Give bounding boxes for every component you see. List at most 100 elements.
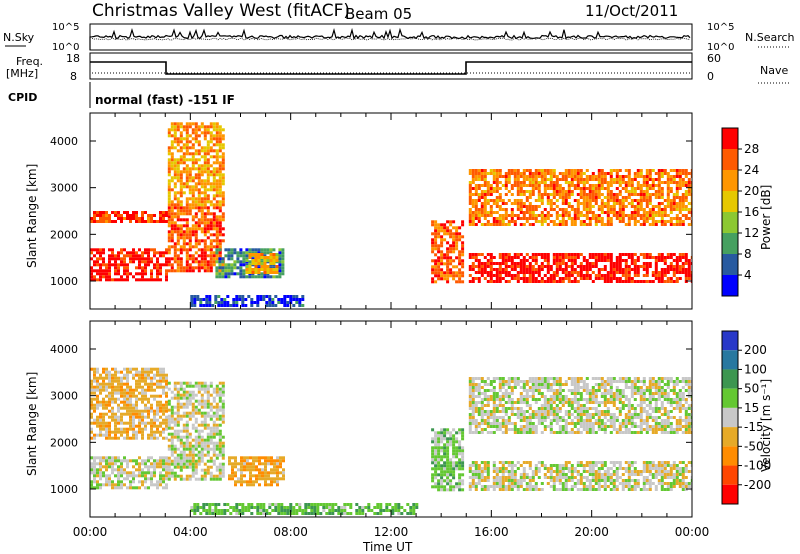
heatmap-cell <box>468 193 472 196</box>
heatmap-cell <box>540 220 544 223</box>
heatmap-cell <box>522 259 526 262</box>
heatmap-cell <box>191 167 195 171</box>
heatmap-cell <box>630 280 634 283</box>
heatmap-cell <box>437 256 441 260</box>
heatmap-cell <box>132 427 135 431</box>
heatmap-cell <box>123 260 126 264</box>
heatmap-cell <box>621 220 625 223</box>
heatmap-cell <box>684 271 688 274</box>
heatmap-cell <box>663 271 667 274</box>
heatmap-cell <box>117 465 120 469</box>
heatmap-cell <box>510 479 514 482</box>
heatmap-cell <box>212 221 216 225</box>
heatmap-cell <box>609 256 613 259</box>
heatmap-cell <box>196 503 200 506</box>
heatmap-cell <box>93 421 96 425</box>
heatmap-cell <box>255 477 258 481</box>
heatmap-cell <box>645 280 649 283</box>
heatmap-cell <box>224 254 228 258</box>
heatmap-cell <box>606 271 610 274</box>
heatmap-cell <box>117 257 120 261</box>
heatmap-cell <box>483 202 487 205</box>
heatmap-cell <box>461 458 465 462</box>
heatmap-cell <box>461 488 465 492</box>
heatmap-cell <box>522 256 526 259</box>
heatmap-cell <box>126 254 129 258</box>
heatmap-cell <box>105 403 108 407</box>
heatmap-cell <box>206 188 210 192</box>
heatmap-cell <box>666 271 670 274</box>
heatmap-cell <box>612 181 616 184</box>
heatmap-cell <box>286 301 290 304</box>
heatmap-cell <box>191 197 195 201</box>
heatmap-cell <box>528 467 532 470</box>
heatmap-cell <box>474 190 478 193</box>
heatmap-cell <box>594 184 598 187</box>
heatmap-cell <box>197 477 201 481</box>
heatmap-cell <box>630 190 634 193</box>
heatmap-cell <box>263 275 267 279</box>
heatmap-cell <box>507 220 511 223</box>
heatmap-cell <box>242 257 246 261</box>
heatmap-cell <box>504 470 508 473</box>
heatmap-cell <box>440 458 444 462</box>
heatmap-cell <box>144 260 147 264</box>
heatmap-cell <box>443 479 447 483</box>
heatmap-cell <box>120 388 123 392</box>
heatmap-cell <box>162 456 165 460</box>
heatmap-cell <box>179 269 183 273</box>
heatmap-cell <box>468 476 472 479</box>
heatmap-cell <box>167 447 171 451</box>
heatmap-cell <box>209 405 213 409</box>
heatmap-cell <box>660 277 664 280</box>
heatmap-cell <box>135 430 138 434</box>
heatmap-cell <box>206 423 210 427</box>
heatmap-cell <box>461 473 465 477</box>
heatmap-cell <box>254 256 258 259</box>
heatmap-cell <box>167 432 171 436</box>
heatmap-cell <box>594 214 598 217</box>
heatmap-cell <box>228 477 231 481</box>
heatmap-cell <box>188 206 192 210</box>
heatmap-cell <box>173 161 177 165</box>
heatmap-cell <box>495 467 499 470</box>
heatmap-cell <box>543 172 547 175</box>
heatmap-cell <box>624 196 628 199</box>
heatmap-cell <box>117 251 120 255</box>
heatmap-cell <box>162 220 165 223</box>
heatmap-cell <box>173 387 177 391</box>
heatmap-cell <box>96 424 99 428</box>
heatmap-cell <box>525 190 529 193</box>
heatmap-cell <box>129 427 132 431</box>
heatmap-cell <box>519 175 523 178</box>
heatmap-cell <box>191 206 195 210</box>
heatmap-cell <box>440 277 444 281</box>
heatmap-cell <box>203 179 207 183</box>
heatmap-cell <box>251 251 255 255</box>
heatmap-cell <box>669 262 673 265</box>
heatmap-cell <box>561 473 565 476</box>
heatmap-cell <box>191 465 195 469</box>
heatmap-cell <box>242 254 246 258</box>
heatmap-cell <box>678 169 682 172</box>
heatmap-cell <box>331 512 335 515</box>
heatmap-cell <box>96 480 99 484</box>
heatmap-cell <box>480 211 484 214</box>
heatmap-cell <box>138 257 141 261</box>
heatmap-cell <box>452 277 456 281</box>
heatmap-cell <box>114 400 117 404</box>
heatmap-cell <box>215 275 219 279</box>
heatmap-cell <box>123 459 126 463</box>
heatmap-cell <box>660 259 664 262</box>
heatmap-cell <box>510 259 514 262</box>
heatmap-cell <box>492 217 496 220</box>
heatmap-cell <box>437 262 441 266</box>
heatmap-cell <box>282 474 285 478</box>
heatmap-cell <box>555 467 559 470</box>
heatmap-cell <box>141 217 144 220</box>
heatmap-cell <box>153 397 156 401</box>
heatmap-cell <box>510 274 514 277</box>
heatmap-cell <box>159 254 162 258</box>
heatmap-cell <box>561 470 565 473</box>
heatmap-cell <box>108 278 111 282</box>
